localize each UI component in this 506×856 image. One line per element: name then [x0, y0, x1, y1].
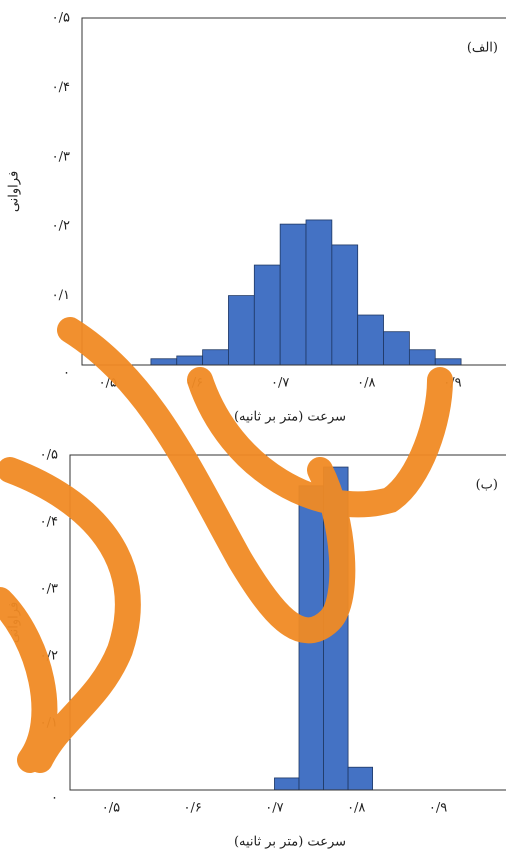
watermark [0, 330, 440, 760]
y-tick-label: ٠/۴ [40, 515, 58, 530]
bar [332, 245, 358, 365]
x-tick-label: ٠/٩ [429, 801, 447, 816]
page: ٠ ٠/١ ٠/٢ ٠/٣ ٠/۴ ٠/۵ ٠/۵ ٠/۶ ٠/٧ ٠/٨ ٠/٩ (الف) سرعت… [0, 0, 506, 856]
bar [203, 350, 229, 365]
y-tick-label: ٠ [63, 366, 70, 381]
y-tick-label: ٠/۵ [52, 11, 70, 26]
x-axis-label: سرعت (متر بر ثانیه) [234, 410, 346, 425]
bar [348, 767, 373, 790]
x-tick-label: ٠/٧ [265, 801, 283, 816]
bar [274, 778, 299, 790]
bar [177, 356, 203, 365]
bar [435, 359, 461, 365]
y-tick-label: ٠/۵ [40, 448, 58, 463]
bar [384, 332, 410, 365]
y-tick-label: ٠/٢ [52, 219, 70, 234]
bar [228, 296, 254, 365]
annotation: (الف) [467, 41, 498, 56]
y-tick-label: ٠ [51, 791, 58, 806]
y-tick-label: ٠/١ [52, 288, 70, 303]
annotation: (ب) [476, 478, 498, 493]
bar [409, 350, 435, 365]
x-tick-label: ٠/۵ [102, 801, 120, 816]
bar [280, 224, 306, 365]
bar [358, 315, 384, 365]
x-axis-label: سرعت (متر بر ثانیه) [234, 835, 346, 850]
y-tick-label: ٠/٣ [52, 149, 70, 164]
x-tick-label: ٠/٧ [271, 376, 289, 391]
x-tick-label: ٠/٨ [357, 376, 375, 391]
bar [151, 359, 177, 365]
x-tick-label: ٠/٨ [347, 801, 365, 816]
y-tick-label: ٠/۴ [52, 80, 70, 95]
bar [254, 265, 280, 365]
x-tick-label: ٠/۶ [183, 801, 201, 816]
y-tick-label: ٠/٣ [40, 582, 58, 597]
bar [306, 220, 332, 365]
y-axis-label: فراوانی [7, 171, 22, 212]
